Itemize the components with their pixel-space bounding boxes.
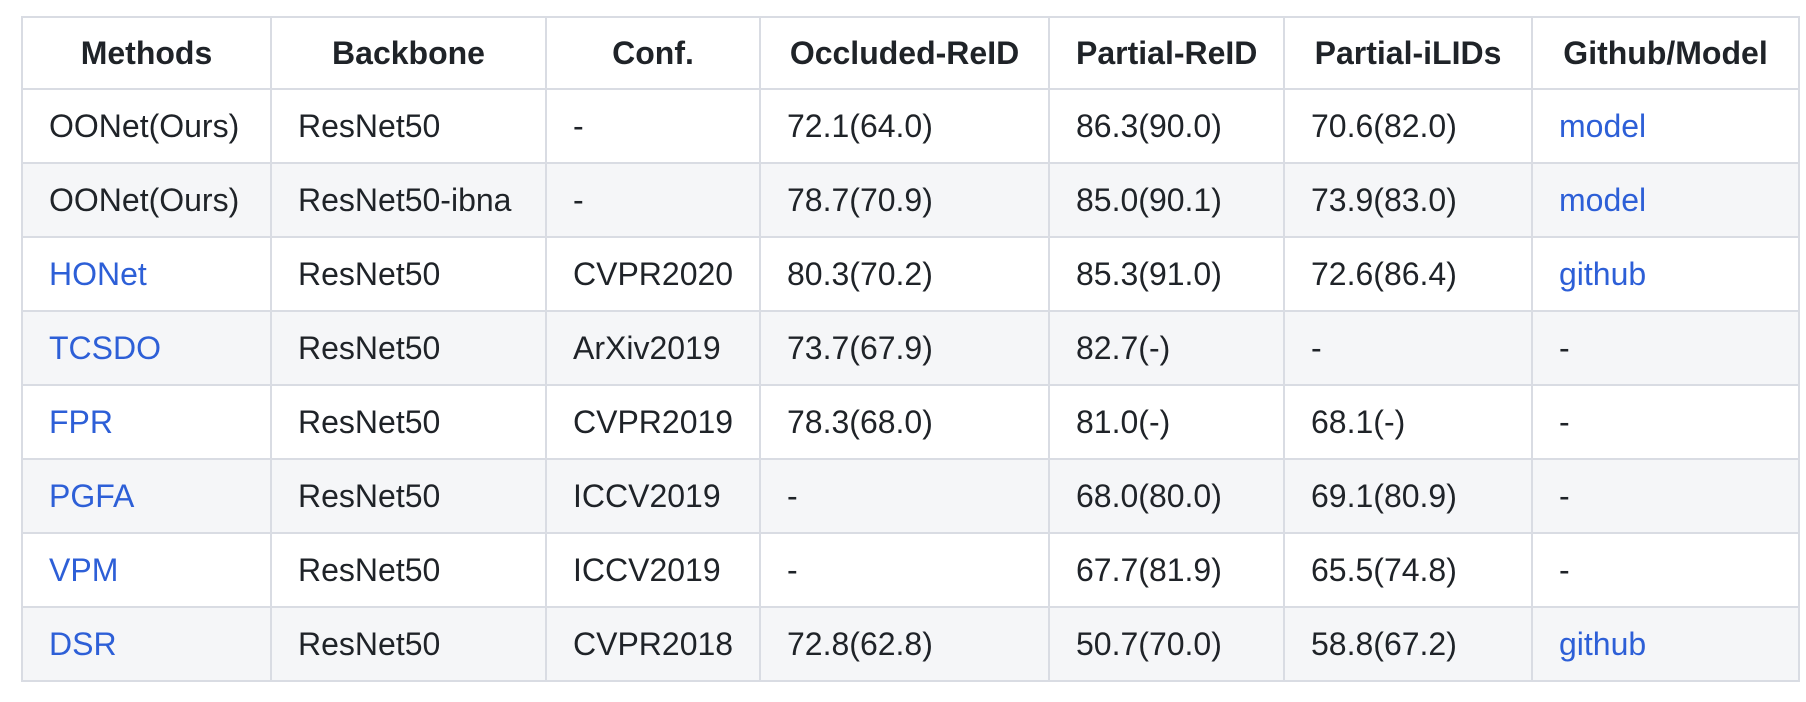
method-link[interactable]: VPM	[49, 552, 119, 588]
github-model-cell: -	[1531, 532, 1800, 608]
github-model-cell: model	[1531, 88, 1800, 164]
github-link[interactable]: github	[1559, 626, 1647, 662]
method-link[interactable]: PGFA	[49, 478, 135, 514]
occluded-reid-cell: 72.8(62.8)	[759, 606, 1050, 682]
method-label: OONet(Ours)	[49, 182, 240, 218]
results-table: Methods Backbone Conf. Occluded-ReID Par…	[21, 16, 1800, 682]
partial-reid-cell: 85.3(91.0)	[1048, 236, 1285, 312]
column-header-partial-ilids: Partial-iLIDs	[1283, 16, 1533, 90]
backbone-cell: ResNet50	[270, 458, 547, 534]
column-header-occluded-reid: Occluded-ReID	[759, 16, 1050, 90]
backbone-cell: ResNet50-ibna	[270, 162, 547, 238]
github-link[interactable]: github	[1559, 256, 1647, 292]
partial-ilids-cell: 69.1(80.9)	[1283, 458, 1533, 534]
conf-cell: CVPR2019	[545, 384, 761, 460]
partial-reid-cell: 85.0(90.1)	[1048, 162, 1285, 238]
partial-ilids-cell: 65.5(74.8)	[1283, 532, 1533, 608]
partial-reid-cell: 68.0(80.0)	[1048, 458, 1285, 534]
column-header-methods: Methods	[21, 16, 272, 90]
table-row: DSR ResNet50 CVPR2018 72.8(62.8) 50.7(70…	[21, 606, 1800, 682]
conf-cell: ICCV2019	[545, 532, 761, 608]
occluded-reid-cell: 72.1(64.0)	[759, 88, 1050, 164]
partial-reid-cell: 82.7(-)	[1048, 310, 1285, 386]
partial-ilids-cell: -	[1283, 310, 1533, 386]
github-model-cell: -	[1531, 384, 1800, 460]
table-row: TCSDO ResNet50 ArXiv2019 73.7(67.9) 82.7…	[21, 310, 1800, 386]
method-cell: PGFA	[21, 458, 272, 534]
github-model-cell: github	[1531, 606, 1800, 682]
occluded-reid-cell: -	[759, 532, 1050, 608]
partial-reid-cell: 67.7(81.9)	[1048, 532, 1285, 608]
method-link[interactable]: TCSDO	[49, 330, 161, 366]
partial-ilids-cell: 68.1(-)	[1283, 384, 1533, 460]
method-cell: HONet	[21, 236, 272, 312]
backbone-cell: ResNet50	[270, 310, 547, 386]
model-link[interactable]: model	[1559, 182, 1647, 218]
backbone-cell: ResNet50	[270, 88, 547, 164]
method-cell: FPR	[21, 384, 272, 460]
partial-reid-cell: 81.0(-)	[1048, 384, 1285, 460]
partial-reid-cell: 86.3(90.0)	[1048, 88, 1285, 164]
conf-cell: -	[545, 162, 761, 238]
occluded-reid-cell: 78.3(68.0)	[759, 384, 1050, 460]
method-cell: OONet(Ours)	[21, 162, 272, 238]
occluded-reid-cell: 78.7(70.9)	[759, 162, 1050, 238]
header-row: Methods Backbone Conf. Occluded-ReID Par…	[21, 16, 1800, 90]
partial-reid-cell: 50.7(70.0)	[1048, 606, 1285, 682]
method-link[interactable]: HONet	[49, 256, 147, 292]
partial-ilids-cell: 72.6(86.4)	[1283, 236, 1533, 312]
method-link[interactable]: DSR	[49, 626, 117, 662]
github-model-cell: -	[1531, 458, 1800, 534]
table-row: HONet ResNet50 CVPR2020 80.3(70.2) 85.3(…	[21, 236, 1800, 312]
conf-cell: CVPR2018	[545, 606, 761, 682]
column-header-partial-reid: Partial-ReID	[1048, 16, 1285, 90]
occluded-reid-cell: -	[759, 458, 1050, 534]
conf-cell: ICCV2019	[545, 458, 761, 534]
method-cell: TCSDO	[21, 310, 272, 386]
method-cell: OONet(Ours)	[21, 88, 272, 164]
table-row: VPM ResNet50 ICCV2019 - 67.7(81.9) 65.5(…	[21, 532, 1800, 608]
occluded-reid-cell: 80.3(70.2)	[759, 236, 1050, 312]
backbone-cell: ResNet50	[270, 384, 547, 460]
conf-cell: ArXiv2019	[545, 310, 761, 386]
github-model-cell: -	[1531, 310, 1800, 386]
model-link[interactable]: model	[1559, 108, 1647, 144]
method-link[interactable]: FPR	[49, 404, 113, 440]
table-row: OONet(Ours) ResNet50 - 72.1(64.0) 86.3(9…	[21, 88, 1800, 164]
column-header-backbone: Backbone	[270, 16, 547, 90]
conf-cell: -	[545, 88, 761, 164]
table-row: PGFA ResNet50 ICCV2019 - 68.0(80.0) 69.1…	[21, 458, 1800, 534]
github-model-cell: github	[1531, 236, 1800, 312]
backbone-cell: ResNet50	[270, 532, 547, 608]
github-model-cell: model	[1531, 162, 1800, 238]
column-header-github-model: Github/Model	[1531, 16, 1800, 90]
method-label: OONet(Ours)	[49, 108, 240, 144]
table-row: OONet(Ours) ResNet50-ibna - 78.7(70.9) 8…	[21, 162, 1800, 238]
occluded-reid-cell: 73.7(67.9)	[759, 310, 1050, 386]
conf-cell: CVPR2020	[545, 236, 761, 312]
method-cell: VPM	[21, 532, 272, 608]
backbone-cell: ResNet50	[270, 606, 547, 682]
method-cell: DSR	[21, 606, 272, 682]
partial-ilids-cell: 73.9(83.0)	[1283, 162, 1533, 238]
partial-ilids-cell: 70.6(82.0)	[1283, 88, 1533, 164]
backbone-cell: ResNet50	[270, 236, 547, 312]
partial-ilids-cell: 58.8(67.2)	[1283, 606, 1533, 682]
table-row: FPR ResNet50 CVPR2019 78.3(68.0) 81.0(-)…	[21, 384, 1800, 460]
column-header-conf: Conf.	[545, 16, 761, 90]
